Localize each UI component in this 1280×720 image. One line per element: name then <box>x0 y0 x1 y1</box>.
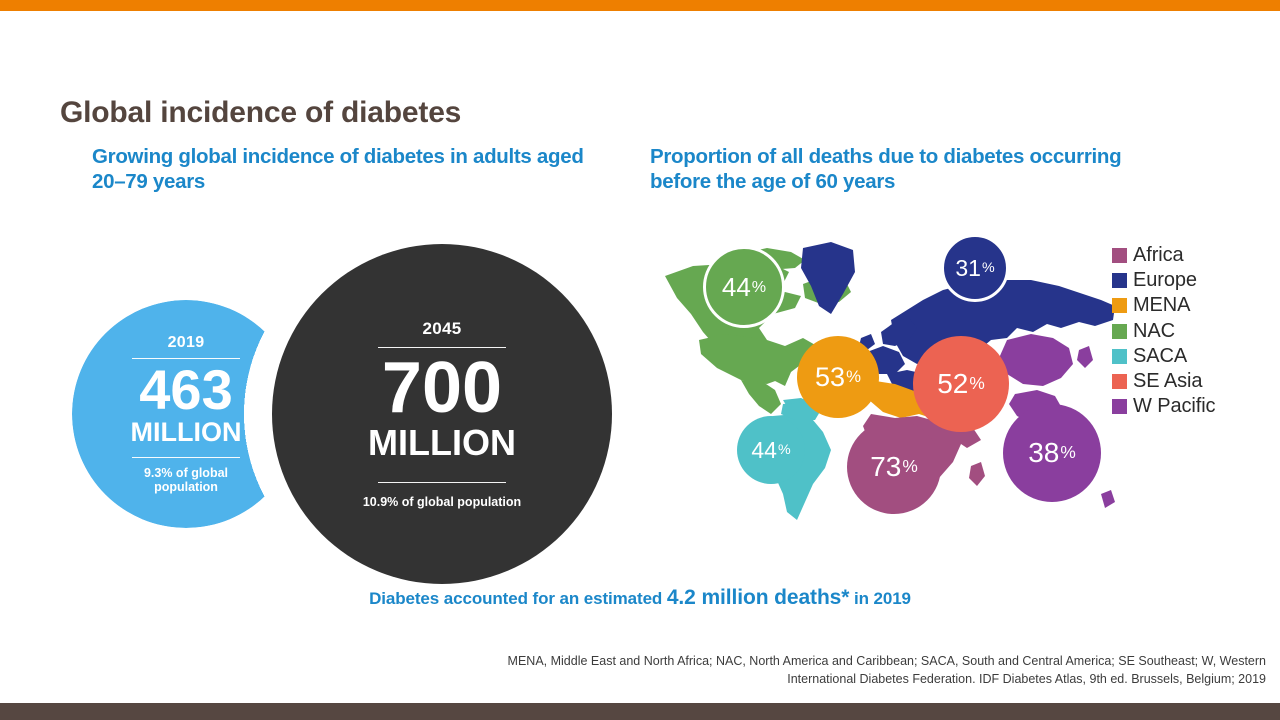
bubble-africa-percent: % <box>902 456 918 477</box>
bottom-accent-bar <box>0 703 1280 720</box>
circle-2019-rule-top <box>132 358 240 360</box>
bubble-se-asia-value: 52 <box>937 368 969 399</box>
bubble-saca: 44% <box>737 416 805 484</box>
legend-item-nac: NAC <box>1112 319 1272 344</box>
bubble-africa-value: 73 <box>870 451 902 482</box>
circle-2019-year: 2019 <box>167 334 205 352</box>
statement-prefix: Diabetes accounted for an estimated <box>369 589 667 608</box>
circle-2045-unit: MILLION <box>368 422 516 464</box>
bubble-se-asia: 52% <box>913 336 1009 432</box>
legend-swatch-w-pacific <box>1112 399 1127 415</box>
bubble-se-asia-percent: % <box>969 373 985 394</box>
legend-label-saca: SACA <box>1133 344 1188 367</box>
bubble-saca-value: 44 <box>751 436 777 463</box>
legend-label-w-pacific: W Pacific <box>1133 395 1216 418</box>
map-region-madagascar <box>969 462 985 486</box>
statement-suffix: in 2019 <box>849 589 911 608</box>
legend-swatch-mena <box>1112 298 1127 314</box>
bubble-w-pacific-value: 38 <box>1028 437 1060 468</box>
top-accent-bar <box>0 0 1280 11</box>
circle-2045-note: 10.9% of global population <box>362 495 522 510</box>
bubble-europe-percent: % <box>981 259 995 276</box>
legend-item-se-asia: SE Asia <box>1112 369 1272 394</box>
statement-emphasis: 4.2 million deaths* <box>666 586 850 609</box>
footnote-abbreviations: MENA, Middle East and North Africa; NAC,… <box>507 654 1266 668</box>
circle-2045-year: 2045 <box>422 318 462 338</box>
footnote-citation: International Diabetes Federation. IDF D… <box>787 672 1266 686</box>
bubble-mena-percent: % <box>846 366 861 386</box>
map-region-nac-usa <box>699 334 795 384</box>
legend-label-se-asia: SE Asia <box>1133 370 1203 393</box>
legend-label-africa: Africa <box>1133 244 1184 267</box>
bubble-w-pacific: 38% <box>1003 404 1101 502</box>
map-region-wpacific-china <box>999 334 1073 386</box>
world-map-chart: 44% 31% 53% 52% 44% 73% 38% <box>655 228 1125 528</box>
circle-2045: 2045 700 MILLION 10.9% of global populat… <box>272 244 612 584</box>
legend-item-europe: Europe <box>1112 268 1272 293</box>
bubble-nac-percent: % <box>751 277 767 296</box>
bubble-nac: 44% <box>703 246 785 328</box>
circle-2019-unit: MILLION <box>130 417 242 448</box>
legend-item-saca: SACA <box>1112 344 1272 369</box>
circle-2019-rule-bottom <box>132 456 240 458</box>
page-title: Global incidence of diabetes <box>60 96 462 129</box>
map-region-greenland <box>801 242 855 314</box>
circle-2019: 2019 463 MILLION 9.3% of global populati… <box>72 300 300 528</box>
legend-label-nac: NAC <box>1133 319 1175 342</box>
map-region-wpacific-nz <box>1101 490 1115 508</box>
legend-swatch-europe <box>1112 273 1127 289</box>
bubble-mena: 53% <box>797 336 879 418</box>
legend-item-mena: MENA <box>1112 293 1272 318</box>
circle-2045-value: 700 <box>381 347 503 428</box>
summary-statement: Diabetes accounted for an estimated 4.2 … <box>0 586 1280 610</box>
legend-swatch-nac <box>1112 323 1127 339</box>
legend-swatch-africa <box>1112 248 1127 264</box>
legend-label-europe: Europe <box>1133 269 1197 292</box>
bubble-w-pacific-percent: % <box>1060 442 1076 463</box>
right-panel-heading: Proportion of all deaths due to diabetes… <box>650 145 1122 193</box>
incidence-circles: 2019 463 MILLION 9.3% of global populati… <box>60 230 612 584</box>
legend-item-w-pacific: W Pacific <box>1112 394 1272 419</box>
circle-2019-value: 463 <box>139 358 233 422</box>
legend-swatch-saca <box>1112 348 1127 364</box>
circle-2019-note: 9.3% of global population <box>143 465 229 494</box>
bubble-saca-percent: % <box>777 441 791 458</box>
map-region-wpacific-japan <box>1077 346 1093 368</box>
map-region-scandinavia <box>881 318 917 346</box>
bubble-mena-value: 53 <box>815 361 846 392</box>
bubble-europe-value: 31 <box>955 254 981 281</box>
left-panel-heading: Growing global incidence of diabetes in … <box>92 145 584 193</box>
bubble-europe: 31% <box>941 234 1009 302</box>
circle-2045-rule-top <box>378 346 506 348</box>
footnote: MENA, Middle East and North Africa; NAC,… <box>16 652 1266 688</box>
map-legend: Africa Europe MENA NAC SACA SE Asia W Pa… <box>1112 243 1272 419</box>
map-region-nac-mexico <box>741 380 781 414</box>
legend-swatch-se-asia <box>1112 374 1127 390</box>
bubble-nac-value: 44 <box>721 272 751 302</box>
bubble-africa: 73% <box>847 420 941 514</box>
circle-2045-rule-bottom <box>378 482 506 484</box>
legend-label-mena: MENA <box>1133 294 1191 317</box>
legend-item-africa: Africa <box>1112 243 1272 268</box>
